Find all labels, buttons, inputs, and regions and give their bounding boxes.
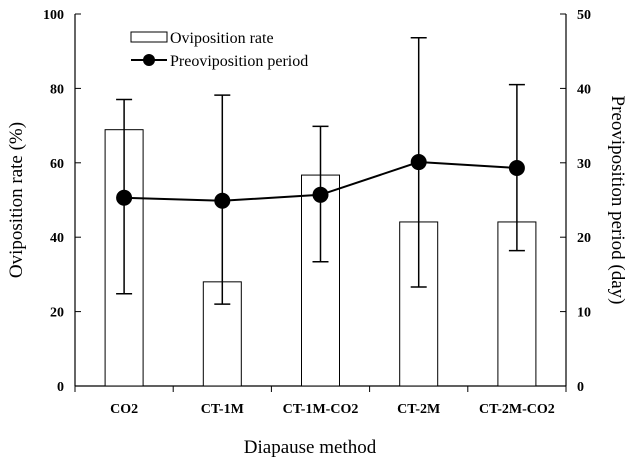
preoviposition-point [116, 189, 133, 206]
preoviposition-point [508, 160, 525, 177]
legend: Oviposition rate Preoviposition period [130, 30, 308, 70]
left-y-axis-title: Oviposition rate (%) [6, 122, 27, 278]
right-y-ticks: 0 10 20 30 40 50 [560, 8, 591, 395]
preoviposition-point [312, 186, 329, 203]
right-tick-label: 30 [577, 157, 591, 172]
oviposition-rate-bars [104, 129, 537, 387]
legend-bar-swatch [130, 31, 168, 43]
legend-label-oviposition-rate: Oviposition rate [170, 30, 274, 47]
left-tick-label: 40 [50, 231, 64, 246]
left-tick-label: 80 [50, 82, 64, 97]
right-tick-label: 20 [577, 231, 591, 246]
left-y-ticks: 0 20 40 60 80 100 [43, 8, 81, 395]
x-tick-label: CO2 [110, 402, 138, 417]
x-tick-label: CT-2M [397, 402, 440, 417]
x-axis-title: Diapause method [244, 437, 377, 458]
right-tick-label: 0 [577, 380, 584, 395]
x-ticks: CO2 CT-1M CT-1M-CO2 CT-2M CT-2M-CO2 [74, 386, 567, 417]
left-tick-label: 20 [50, 306, 64, 321]
x-tick-label: CT-1M [201, 402, 244, 417]
left-tick-label: 100 [43, 8, 64, 23]
right-tick-label: 10 [577, 306, 591, 321]
left-tick-label: 0 [57, 380, 64, 395]
legend-marker-swatch [143, 54, 155, 66]
preoviposition-line-series [116, 154, 525, 209]
x-tick-label: CT-1M-CO2 [283, 402, 359, 417]
preoviposition-point [410, 154, 427, 171]
preoviposition-point [214, 192, 231, 209]
right-tick-label: 40 [577, 82, 591, 97]
right-tick-label: 50 [577, 8, 591, 23]
left-tick-label: 60 [50, 157, 64, 172]
right-y-axis-title: Preoviposition period (day) [607, 96, 625, 305]
legend-label-preoviposition-period: Preoviposition period [170, 53, 308, 70]
x-tick-label: CT-2M-CO2 [479, 402, 555, 417]
